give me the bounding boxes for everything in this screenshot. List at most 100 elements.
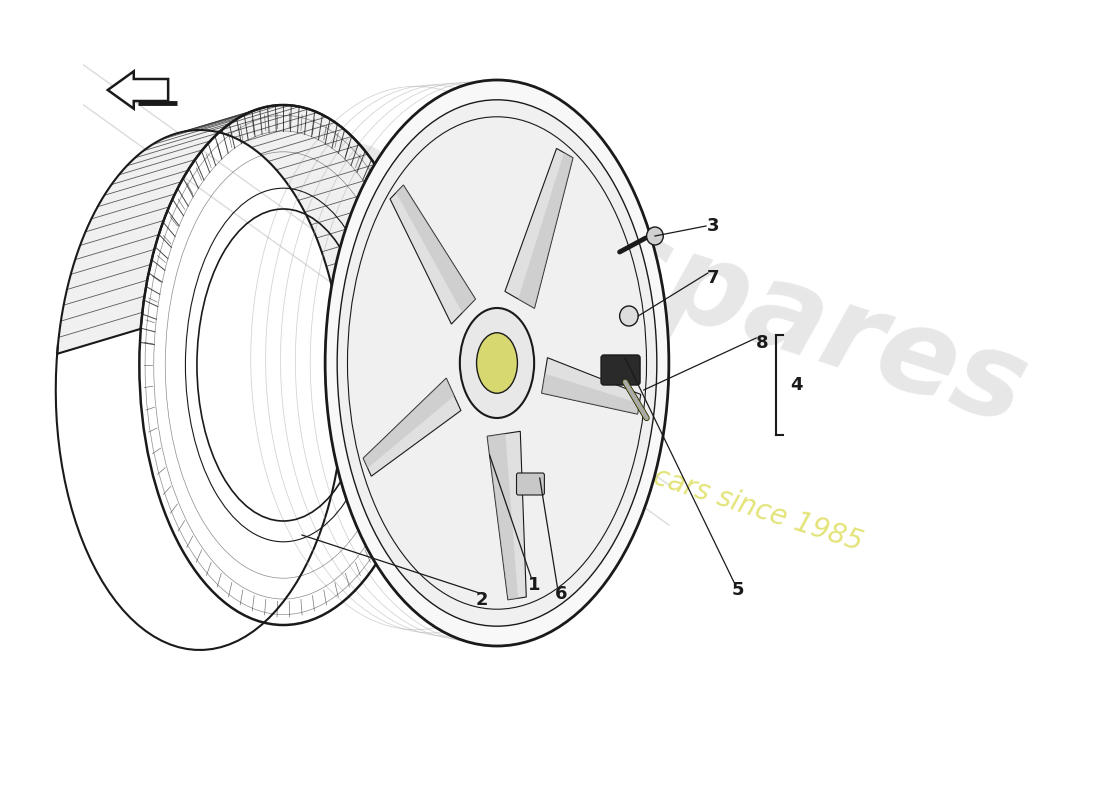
Polygon shape <box>57 319 142 354</box>
Polygon shape <box>110 155 198 186</box>
Polygon shape <box>79 216 165 249</box>
Polygon shape <box>332 266 418 299</box>
Polygon shape <box>146 120 234 149</box>
Polygon shape <box>107 162 194 192</box>
Polygon shape <box>320 224 407 257</box>
Polygon shape <box>202 105 292 130</box>
Polygon shape <box>74 232 160 265</box>
Ellipse shape <box>460 308 535 418</box>
Polygon shape <box>329 248 415 282</box>
Text: 3: 3 <box>707 217 719 235</box>
Polygon shape <box>363 378 461 476</box>
Ellipse shape <box>338 100 657 626</box>
Polygon shape <box>518 153 573 308</box>
Polygon shape <box>249 120 337 149</box>
Polygon shape <box>337 283 421 317</box>
Polygon shape <box>341 319 426 354</box>
Polygon shape <box>487 434 518 600</box>
Polygon shape <box>280 150 368 181</box>
Polygon shape <box>166 110 255 137</box>
Polygon shape <box>297 174 385 205</box>
Text: 4: 4 <box>790 376 802 394</box>
Polygon shape <box>60 292 145 326</box>
Polygon shape <box>228 110 317 137</box>
Polygon shape <box>91 186 178 218</box>
Text: a passion for cars since 1985: a passion for cars since 1985 <box>471 404 867 556</box>
Polygon shape <box>396 185 475 313</box>
Text: 2: 2 <box>476 591 488 609</box>
Polygon shape <box>176 107 265 134</box>
Polygon shape <box>142 123 230 152</box>
Text: eurospares: eurospares <box>296 110 1042 450</box>
Polygon shape <box>276 145 364 175</box>
Text: 7: 7 <box>707 269 719 287</box>
Polygon shape <box>102 167 190 198</box>
Polygon shape <box>58 310 143 345</box>
Polygon shape <box>172 109 260 135</box>
Polygon shape <box>182 106 271 132</box>
Polygon shape <box>223 109 311 135</box>
Polygon shape <box>541 374 639 414</box>
Polygon shape <box>390 185 475 324</box>
Polygon shape <box>99 174 186 205</box>
Polygon shape <box>338 292 422 326</box>
Polygon shape <box>323 232 409 265</box>
Polygon shape <box>85 201 172 234</box>
Ellipse shape <box>326 80 669 646</box>
Circle shape <box>647 227 663 245</box>
Polygon shape <box>311 201 398 234</box>
Polygon shape <box>541 358 641 414</box>
Polygon shape <box>132 131 220 161</box>
Ellipse shape <box>348 117 647 610</box>
Polygon shape <box>81 208 168 241</box>
Polygon shape <box>62 283 146 317</box>
Polygon shape <box>289 162 377 192</box>
Polygon shape <box>363 378 454 468</box>
Polygon shape <box>233 112 322 139</box>
Polygon shape <box>197 105 286 130</box>
Polygon shape <box>72 240 157 274</box>
FancyArrow shape <box>108 71 168 109</box>
Polygon shape <box>243 118 332 146</box>
Polygon shape <box>308 194 395 226</box>
Polygon shape <box>119 145 207 175</box>
Polygon shape <box>63 274 148 308</box>
FancyBboxPatch shape <box>517 473 544 495</box>
Polygon shape <box>76 224 163 257</box>
Polygon shape <box>114 150 202 181</box>
Polygon shape <box>151 118 240 146</box>
Polygon shape <box>69 248 155 282</box>
Polygon shape <box>294 167 381 198</box>
Text: 5: 5 <box>732 581 744 599</box>
Polygon shape <box>267 135 355 165</box>
Polygon shape <box>156 114 244 142</box>
Polygon shape <box>263 131 351 161</box>
Polygon shape <box>239 114 327 142</box>
Polygon shape <box>136 127 226 156</box>
Polygon shape <box>272 140 360 170</box>
Polygon shape <box>95 180 183 212</box>
FancyBboxPatch shape <box>601 355 640 385</box>
Polygon shape <box>253 123 342 152</box>
Polygon shape <box>285 155 373 186</box>
Polygon shape <box>334 274 420 308</box>
Polygon shape <box>123 140 211 170</box>
Polygon shape <box>487 431 526 600</box>
Polygon shape <box>218 107 307 134</box>
Polygon shape <box>65 266 151 299</box>
Polygon shape <box>258 127 346 156</box>
Polygon shape <box>318 216 404 249</box>
Polygon shape <box>341 310 425 345</box>
Polygon shape <box>191 105 280 130</box>
Polygon shape <box>59 301 144 335</box>
Polygon shape <box>88 194 175 226</box>
Polygon shape <box>212 106 301 132</box>
Polygon shape <box>208 106 296 131</box>
Text: 1: 1 <box>528 576 540 594</box>
Text: 8: 8 <box>756 334 768 352</box>
Polygon shape <box>505 149 573 308</box>
Text: 6: 6 <box>554 585 568 603</box>
Ellipse shape <box>476 333 517 394</box>
Polygon shape <box>67 257 153 290</box>
Polygon shape <box>331 257 416 290</box>
